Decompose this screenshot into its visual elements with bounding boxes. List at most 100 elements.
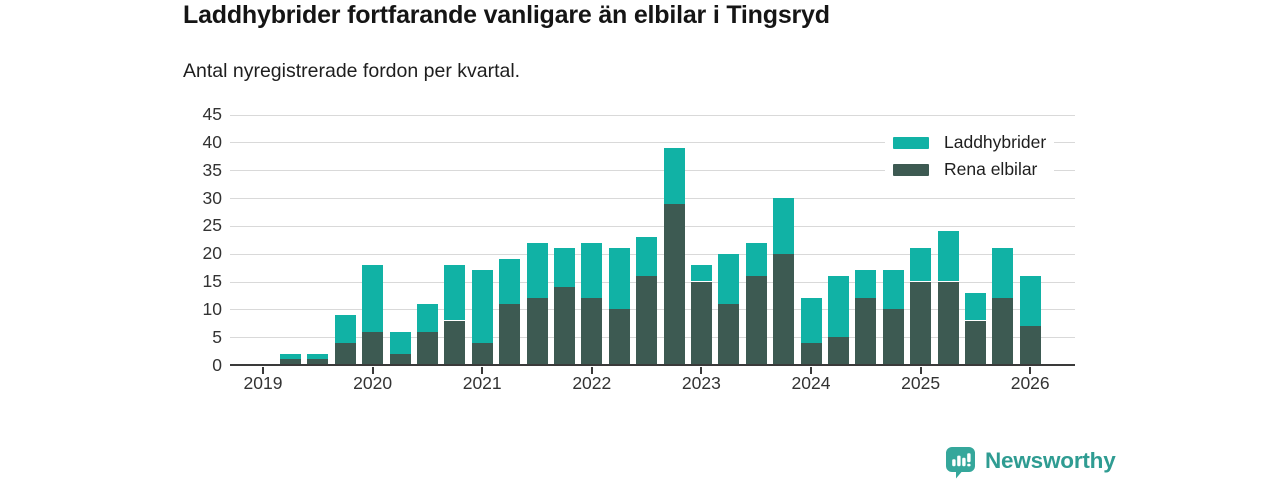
x-axis-label-2023: 2023 bbox=[681, 373, 721, 393]
bar-segment bbox=[389, 353, 411, 365]
legend-label: Laddhybrider bbox=[944, 132, 1047, 152]
bar-segment bbox=[745, 276, 767, 365]
legend-item: Rena elbilar bbox=[893, 156, 1046, 183]
bar-segment bbox=[553, 287, 575, 365]
y-axis-label-45: 45 bbox=[202, 104, 222, 125]
bar-segment bbox=[1019, 326, 1041, 365]
bar-segment bbox=[526, 242, 548, 299]
bar-segment bbox=[499, 303, 521, 365]
bar-segment bbox=[663, 203, 685, 365]
bar-segment bbox=[444, 264, 466, 321]
legend-label: Rena elbilar bbox=[944, 159, 1038, 179]
bar-segment bbox=[553, 248, 575, 288]
x-axis-label-2024: 2024 bbox=[791, 373, 831, 393]
bar-segment bbox=[416, 331, 438, 365]
gridline-40 bbox=[230, 142, 1075, 144]
legend-swatch-icon bbox=[893, 136, 929, 149]
brand-name: Newsworthy bbox=[985, 448, 1116, 473]
y-axis-label-25: 25 bbox=[202, 215, 222, 236]
bar-segment bbox=[608, 248, 630, 310]
chart-legend: Laddhybrider Rena elbilar bbox=[885, 127, 1055, 187]
bar-segment bbox=[827, 276, 849, 338]
bar-segment bbox=[307, 359, 329, 365]
bar-segment bbox=[334, 342, 356, 365]
bar-segment bbox=[279, 353, 301, 360]
bar-segment bbox=[690, 264, 712, 282]
bar-segment bbox=[526, 298, 548, 365]
x-axis-tick-2020 bbox=[371, 366, 374, 374]
bar-segment bbox=[910, 281, 932, 365]
chart-title: Laddhybrider fortfarande vanligare än el… bbox=[183, 1, 830, 29]
bar-segment bbox=[964, 292, 986, 321]
bar-segment bbox=[827, 337, 849, 365]
bar-segment bbox=[937, 231, 959, 282]
bar-segment bbox=[773, 198, 795, 254]
brand-footer: Newsworthy bbox=[946, 447, 1116, 484]
x-axis-label-2025: 2025 bbox=[901, 373, 941, 393]
bar-segment bbox=[800, 298, 822, 343]
y-axis-label-20: 20 bbox=[202, 243, 222, 264]
y-axis-label-30: 30 bbox=[202, 187, 222, 208]
x-axis-label-2020: 2020 bbox=[353, 373, 393, 393]
x-axis-tick-2022 bbox=[590, 366, 593, 374]
y-axis-label-0: 0 bbox=[212, 354, 222, 375]
bar-segment bbox=[389, 331, 411, 354]
gridline-35 bbox=[230, 170, 1075, 172]
chart-subtitle: Antal nyregistrerade fordon per kvartal. bbox=[183, 60, 521, 82]
bar-segment bbox=[855, 270, 877, 299]
x-axis-line bbox=[230, 363, 1075, 367]
bar-segment bbox=[992, 248, 1014, 299]
legend-swatch-icon bbox=[893, 163, 929, 176]
bar-segment bbox=[992, 298, 1014, 365]
bar-segment bbox=[745, 242, 767, 276]
bar-segment bbox=[937, 281, 959, 365]
x-axis-tick-2026 bbox=[1029, 366, 1032, 374]
bar-segment bbox=[581, 242, 603, 299]
x-axis-tick-2024 bbox=[810, 366, 812, 374]
gridline-30 bbox=[230, 198, 1075, 199]
bar-segment bbox=[882, 270, 904, 310]
bar-segment bbox=[362, 264, 384, 332]
bar-segment bbox=[636, 276, 658, 365]
bar-segment bbox=[608, 309, 630, 366]
x-axis-label-2026: 2026 bbox=[1010, 373, 1050, 393]
legend-item: Laddhybrider bbox=[893, 129, 1046, 156]
bar-segment bbox=[362, 331, 384, 365]
bar-segment bbox=[663, 148, 685, 204]
bar-segment bbox=[718, 253, 740, 304]
bar-segment bbox=[800, 342, 822, 365]
bar-segment bbox=[581, 298, 603, 365]
bar-segment bbox=[279, 359, 301, 365]
bar-segment bbox=[773, 253, 795, 365]
y-axis-label-15: 15 bbox=[202, 271, 222, 291]
bar-segment bbox=[334, 314, 356, 343]
bar-segment bbox=[718, 303, 740, 365]
bar-segment bbox=[964, 320, 986, 365]
x-axis-label-2022: 2022 bbox=[572, 373, 612, 393]
bar-segment bbox=[882, 309, 904, 366]
x-axis-tick-2023 bbox=[700, 366, 703, 374]
bar-segment bbox=[416, 303, 438, 332]
y-axis-label-5: 5 bbox=[212, 326, 222, 347]
x-axis-tick-2021 bbox=[481, 366, 484, 374]
gridline-45 bbox=[230, 114, 1075, 116]
y-axis-label-10: 10 bbox=[202, 298, 222, 319]
bar-segment bbox=[471, 342, 493, 365]
bar-segment bbox=[636, 237, 658, 276]
newsworthy-logo-icon bbox=[946, 447, 976, 484]
bar-segment bbox=[855, 298, 877, 365]
gridline-25 bbox=[230, 225, 1075, 227]
x-axis-tick-2025 bbox=[919, 366, 922, 374]
bar-segment bbox=[910, 248, 932, 282]
bar-segment bbox=[307, 353, 329, 360]
x-axis-tick-2019 bbox=[262, 366, 264, 374]
x-axis-label-2021: 2021 bbox=[462, 373, 502, 393]
bar-segment bbox=[499, 259, 521, 304]
bar-segment bbox=[444, 320, 466, 365]
y-axis-label-40: 40 bbox=[202, 131, 222, 152]
bar-segment bbox=[1019, 276, 1041, 327]
bar-segment bbox=[690, 281, 712, 365]
bar-segment bbox=[471, 270, 493, 343]
